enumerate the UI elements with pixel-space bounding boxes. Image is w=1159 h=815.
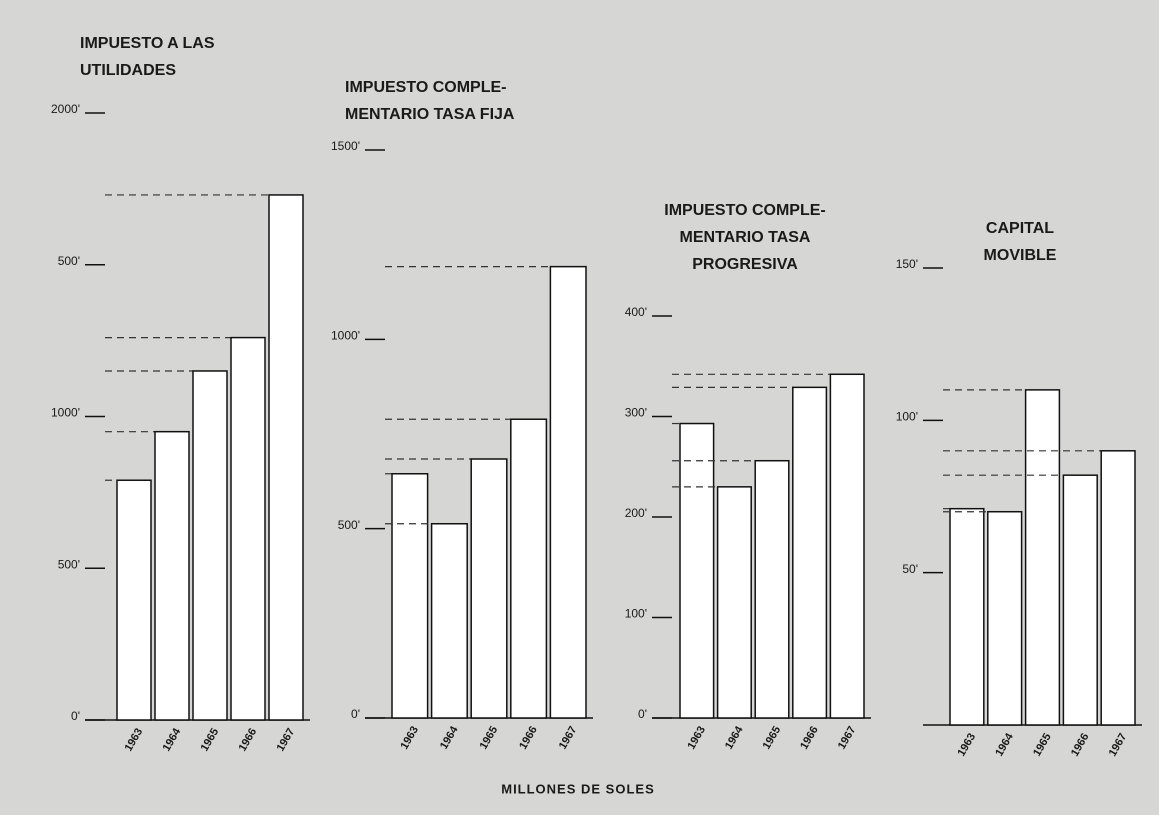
chart-title: MENTARIO TASA FIJA	[345, 106, 515, 123]
y-tick-label: 0'	[638, 707, 647, 721]
bar	[1062, 474, 1098, 726]
bar	[949, 507, 985, 726]
bar	[470, 458, 508, 719]
y-tick-label: 500'	[338, 518, 360, 532]
bar	[510, 418, 548, 719]
chart-title: CAPITAL	[986, 220, 1054, 237]
bar	[268, 194, 304, 721]
bar	[716, 486, 752, 719]
bar	[154, 430, 190, 721]
y-tick-label: 0'	[71, 709, 80, 723]
bar	[754, 459, 790, 719]
chart-title: IMPUESTO COMPLE-	[664, 202, 826, 219]
y-tick-label: 1000'	[331, 329, 360, 343]
y-tick-label: 500'	[58, 254, 80, 268]
bar	[987, 510, 1023, 726]
y-tick-label: 500'	[58, 557, 80, 571]
y-tick-label: 2000'	[51, 102, 80, 116]
chart-title: IMPUESTO COMPLE-	[345, 79, 507, 96]
chart-title: PROGRESIVA	[692, 256, 798, 273]
caption: MILLONES DE SOLES	[501, 781, 655, 796]
y-tick-label: 100'	[625, 607, 647, 621]
y-tick-label: 100'	[896, 410, 918, 424]
y-tick-label: 0'	[351, 707, 360, 721]
bar	[792, 386, 828, 719]
chart-title: MENTARIO TASA	[680, 229, 811, 246]
chart-title: UTILIDADES	[80, 62, 176, 79]
bar	[192, 370, 228, 721]
y-tick-label: 150'	[896, 257, 918, 271]
y-tick-label: 1000'	[51, 406, 80, 420]
bar	[430, 522, 468, 719]
y-tick-label: 400'	[625, 305, 647, 319]
bar	[1100, 450, 1136, 726]
bar	[1024, 389, 1061, 726]
bar	[391, 473, 429, 719]
y-tick-label: 1500'	[331, 139, 360, 153]
y-tick-label: 50'	[902, 562, 918, 576]
bar	[230, 336, 266, 721]
chart-title: IMPUESTO A LAS	[80, 35, 215, 52]
y-tick-label: 300'	[625, 406, 647, 420]
y-tick-label: 200'	[625, 506, 647, 520]
bar	[829, 373, 865, 719]
bar	[116, 479, 152, 721]
chart-title: MOVIBLE	[984, 247, 1057, 264]
bar	[679, 422, 715, 719]
bar	[549, 265, 587, 719]
